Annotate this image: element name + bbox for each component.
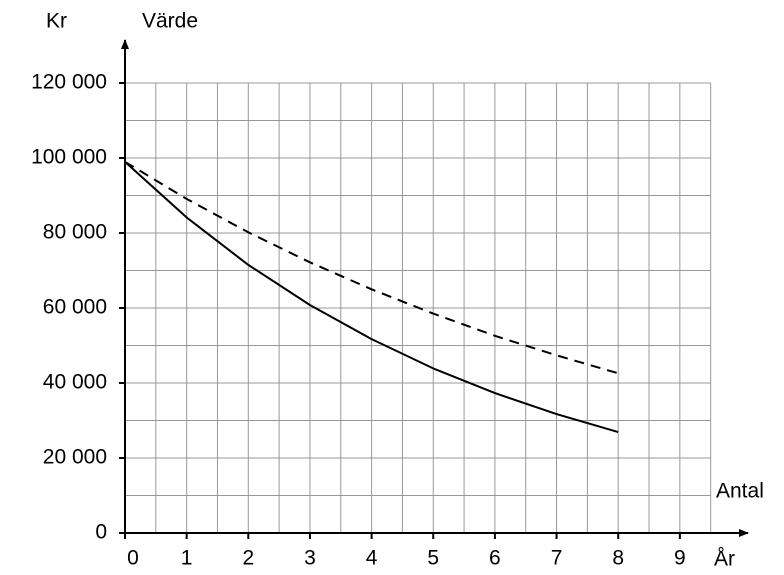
x-axis-label: År [714, 548, 735, 571]
y-tick-label: 80 000 [43, 221, 107, 244]
line-series [124, 160, 619, 375]
y-tick-label: 120 000 [31, 71, 107, 94]
line-series [124, 161, 619, 434]
y-tick-label: 20 000 [43, 446, 107, 469]
x-tick-label: 2 [242, 547, 254, 570]
y-tick-label: 40 000 [43, 371, 107, 394]
chart-title: Värde [142, 10, 198, 33]
x-axis-label-top: Antal [716, 480, 764, 503]
x-tick-label: 9 [674, 547, 686, 570]
x-tick-label: 8 [612, 547, 624, 570]
x-tick-label: 7 [551, 547, 563, 570]
x-tick-label: 5 [427, 547, 439, 570]
x-tick-label: 0 [127, 547, 139, 570]
x-tick-label: 3 [304, 547, 316, 570]
x-tick-label: 1 [181, 547, 193, 570]
y-axis-label: Kr [46, 10, 67, 33]
y-tick-label: 60 000 [43, 296, 107, 319]
x-tick-label: 4 [366, 547, 378, 570]
y-tick-label: 100 000 [31, 146, 107, 169]
grid [125, 82, 712, 534]
y-tick-label: 0 [95, 521, 107, 544]
x-tick-label: 6 [489, 547, 501, 570]
